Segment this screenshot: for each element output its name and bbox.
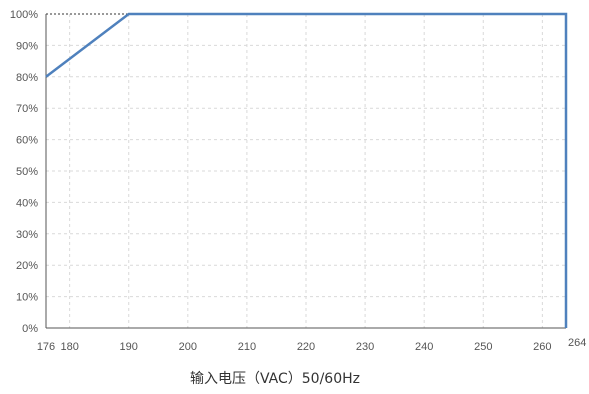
x-tick-label: 260 <box>533 341 551 353</box>
y-tick-label: 100% <box>10 9 38 21</box>
y-tick-label: 60% <box>16 135 38 147</box>
x-tick-label: 180 <box>60 341 78 353</box>
y-tick-labels: 0% 10% 20% 30% 40% 50% 60% 70% 80% 90% 100% <box>10 9 38 335</box>
x-tick-label: 240 <box>415 341 433 353</box>
y-tick-label: 0% <box>22 323 38 335</box>
grid-lines <box>46 14 566 328</box>
series-line <box>45 12 568 328</box>
x-tick-label: 190 <box>120 341 138 353</box>
y-tick-label: 50% <box>16 166 38 178</box>
x-tick-label: 220 <box>297 341 315 353</box>
x-tick-label: 176 <box>37 341 55 353</box>
x-tick-label: 250 <box>474 341 492 353</box>
x-tick-label: 230 <box>356 341 374 353</box>
axes <box>45 14 566 329</box>
y-tick-label: 70% <box>16 103 38 115</box>
y-tick-label: 10% <box>16 292 38 304</box>
y-tick-label: 30% <box>16 229 38 241</box>
x-tick-label: 264 <box>568 337 586 349</box>
x-tick-label: 200 <box>179 341 197 353</box>
y-tick-label: 80% <box>16 72 38 84</box>
x-tick-labels: 176 180 190 200 210 220 230 240 250 260 264 <box>37 337 587 353</box>
y-tick-label: 90% <box>16 40 38 52</box>
series-layer <box>45 12 568 329</box>
x-tick-label: 210 <box>238 341 256 353</box>
y-tick-label: 40% <box>16 197 38 209</box>
y-tick-label: 20% <box>16 260 38 272</box>
x-axis-label: 输入电压（VAC）50/60Hz <box>190 371 360 387</box>
